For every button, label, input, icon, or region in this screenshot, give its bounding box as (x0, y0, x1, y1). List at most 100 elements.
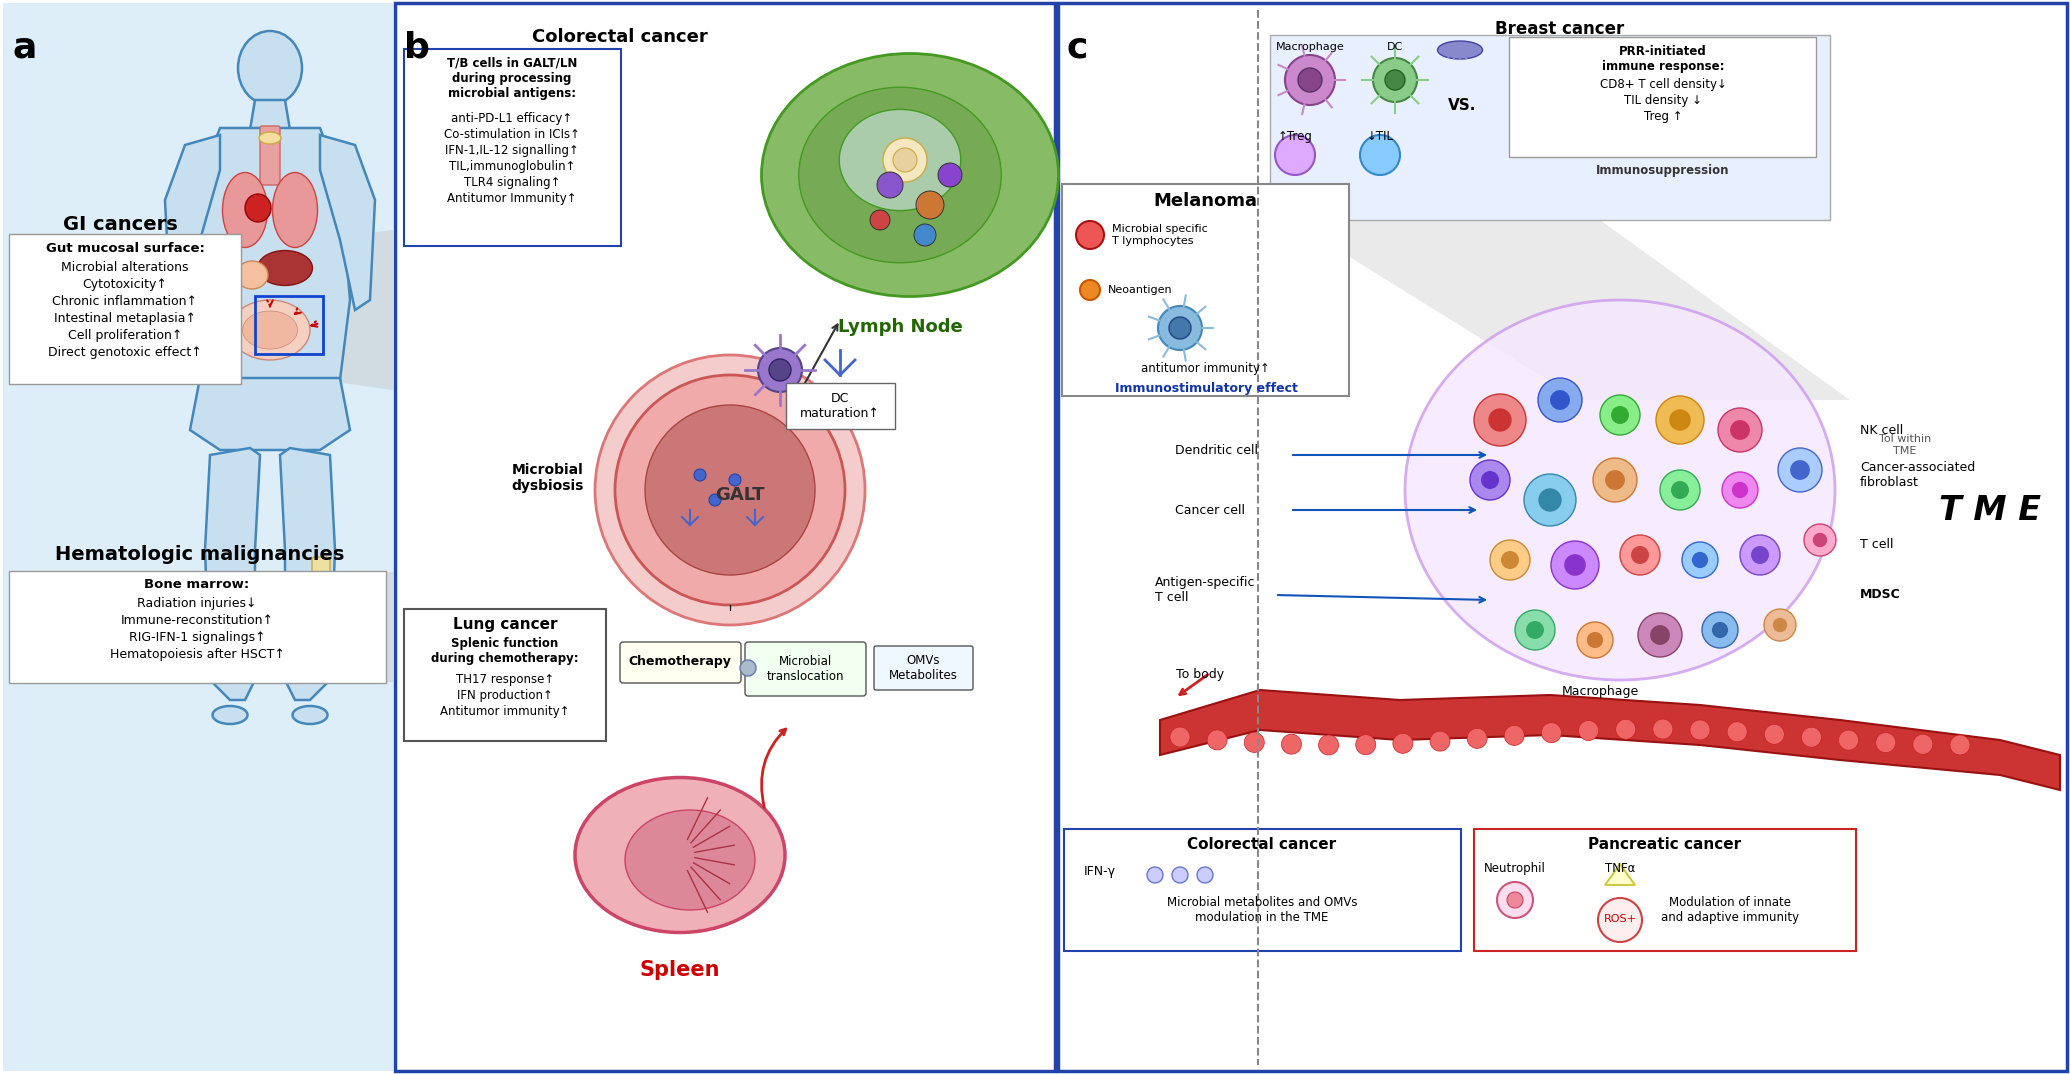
Text: Antitumor Immunity↑: Antitumor Immunity↑ (447, 192, 578, 205)
Circle shape (1319, 735, 1339, 755)
Text: Spleen: Spleen (640, 960, 720, 979)
FancyBboxPatch shape (8, 234, 240, 384)
Text: b: b (404, 30, 431, 64)
Circle shape (1617, 720, 1635, 739)
Text: Microbial
dysbiosis: Microbial dysbiosis (511, 463, 584, 493)
Circle shape (1565, 554, 1586, 576)
Text: Chronic inflammation↑: Chronic inflammation↑ (52, 295, 197, 308)
Circle shape (1764, 609, 1797, 641)
Circle shape (1538, 489, 1561, 511)
FancyBboxPatch shape (2, 3, 393, 1071)
Text: ↑Treg: ↑Treg (1277, 130, 1312, 143)
Ellipse shape (799, 87, 1002, 263)
Text: Hematopoiesis after HSCT↑: Hematopoiesis after HSCT↑ (110, 648, 284, 661)
Circle shape (1656, 396, 1704, 444)
Text: Immune-reconstitution↑: Immune-reconstitution↑ (120, 614, 273, 627)
Text: Bone marrow:: Bone marrow: (145, 578, 250, 591)
Circle shape (1660, 470, 1699, 510)
FancyBboxPatch shape (1058, 3, 2068, 1071)
Text: PRR-initiated
immune response:: PRR-initiated immune response: (1602, 45, 1724, 73)
Polygon shape (240, 230, 393, 390)
Circle shape (1468, 728, 1486, 749)
Ellipse shape (257, 250, 313, 286)
Ellipse shape (273, 173, 317, 247)
Circle shape (869, 211, 890, 230)
Circle shape (1588, 632, 1602, 648)
Circle shape (1172, 867, 1188, 883)
Text: Direct genotoxic effect↑: Direct genotoxic effect↑ (48, 346, 203, 359)
Circle shape (594, 355, 865, 625)
Text: Tol within
TME: Tol within TME (1880, 434, 1931, 455)
Polygon shape (385, 572, 393, 682)
FancyBboxPatch shape (404, 609, 607, 741)
Circle shape (1356, 735, 1377, 755)
Bar (255, 296, 323, 354)
Text: Neoantigen: Neoantigen (1107, 285, 1172, 295)
Circle shape (1733, 482, 1747, 498)
Circle shape (1480, 471, 1499, 489)
Ellipse shape (292, 706, 327, 724)
Circle shape (1772, 618, 1786, 633)
Circle shape (1147, 867, 1163, 883)
Circle shape (1196, 867, 1213, 883)
Text: IFN production↑: IFN production↑ (457, 690, 553, 702)
Text: Microbial specific
T lymphocytes: Microbial specific T lymphocytes (1112, 224, 1207, 246)
Text: Colorectal cancer: Colorectal cancer (532, 28, 708, 46)
Circle shape (1718, 408, 1762, 452)
Circle shape (1691, 552, 1708, 568)
Text: Microbial
translocation: Microbial translocation (766, 655, 845, 683)
Circle shape (1722, 471, 1757, 508)
Ellipse shape (221, 173, 267, 247)
Circle shape (1631, 546, 1650, 564)
Circle shape (884, 137, 927, 182)
Circle shape (1244, 732, 1265, 753)
Ellipse shape (625, 810, 756, 910)
Circle shape (915, 224, 936, 246)
Ellipse shape (244, 194, 271, 222)
Circle shape (1170, 317, 1190, 339)
Circle shape (1157, 306, 1203, 350)
Circle shape (1577, 622, 1613, 658)
FancyBboxPatch shape (787, 383, 894, 429)
Circle shape (1372, 58, 1418, 102)
Ellipse shape (762, 54, 1058, 296)
Circle shape (1604, 470, 1625, 490)
Circle shape (1813, 533, 1828, 547)
Circle shape (1490, 540, 1530, 580)
Circle shape (1913, 735, 1933, 754)
Circle shape (693, 469, 706, 481)
Text: and adaptive immunity: and adaptive immunity (1660, 911, 1799, 924)
Circle shape (1650, 625, 1670, 644)
Circle shape (1621, 535, 1660, 575)
Circle shape (1360, 135, 1399, 175)
Text: Cancer-associated
fibroblast: Cancer-associated fibroblast (1861, 461, 1975, 489)
Polygon shape (1290, 220, 1851, 400)
FancyBboxPatch shape (745, 642, 865, 696)
Text: DC: DC (1387, 42, 1403, 52)
Text: Cell proliferation↑: Cell proliferation↑ (68, 329, 182, 342)
Text: a: a (12, 30, 37, 64)
Polygon shape (190, 378, 350, 450)
FancyBboxPatch shape (1064, 829, 1461, 950)
Text: OMVs
Metabolites: OMVs Metabolites (888, 654, 958, 682)
Circle shape (1594, 458, 1637, 502)
Circle shape (1285, 55, 1335, 105)
Text: Cytotoxicity↑: Cytotoxicity↑ (83, 278, 168, 291)
Ellipse shape (838, 110, 960, 211)
Circle shape (1385, 70, 1406, 90)
Circle shape (1393, 734, 1414, 753)
Ellipse shape (259, 132, 282, 144)
Ellipse shape (575, 778, 785, 932)
Circle shape (646, 405, 816, 575)
Text: ↓TIL: ↓TIL (1366, 130, 1393, 143)
Circle shape (1751, 546, 1770, 564)
Circle shape (1497, 882, 1534, 918)
Circle shape (917, 191, 944, 219)
Circle shape (1579, 721, 1598, 740)
Circle shape (1726, 722, 1747, 742)
FancyBboxPatch shape (313, 557, 329, 653)
Circle shape (1515, 610, 1555, 650)
Text: MDSC: MDSC (1861, 589, 1900, 601)
Text: Macrophage: Macrophage (1275, 42, 1343, 52)
Circle shape (1488, 408, 1511, 432)
